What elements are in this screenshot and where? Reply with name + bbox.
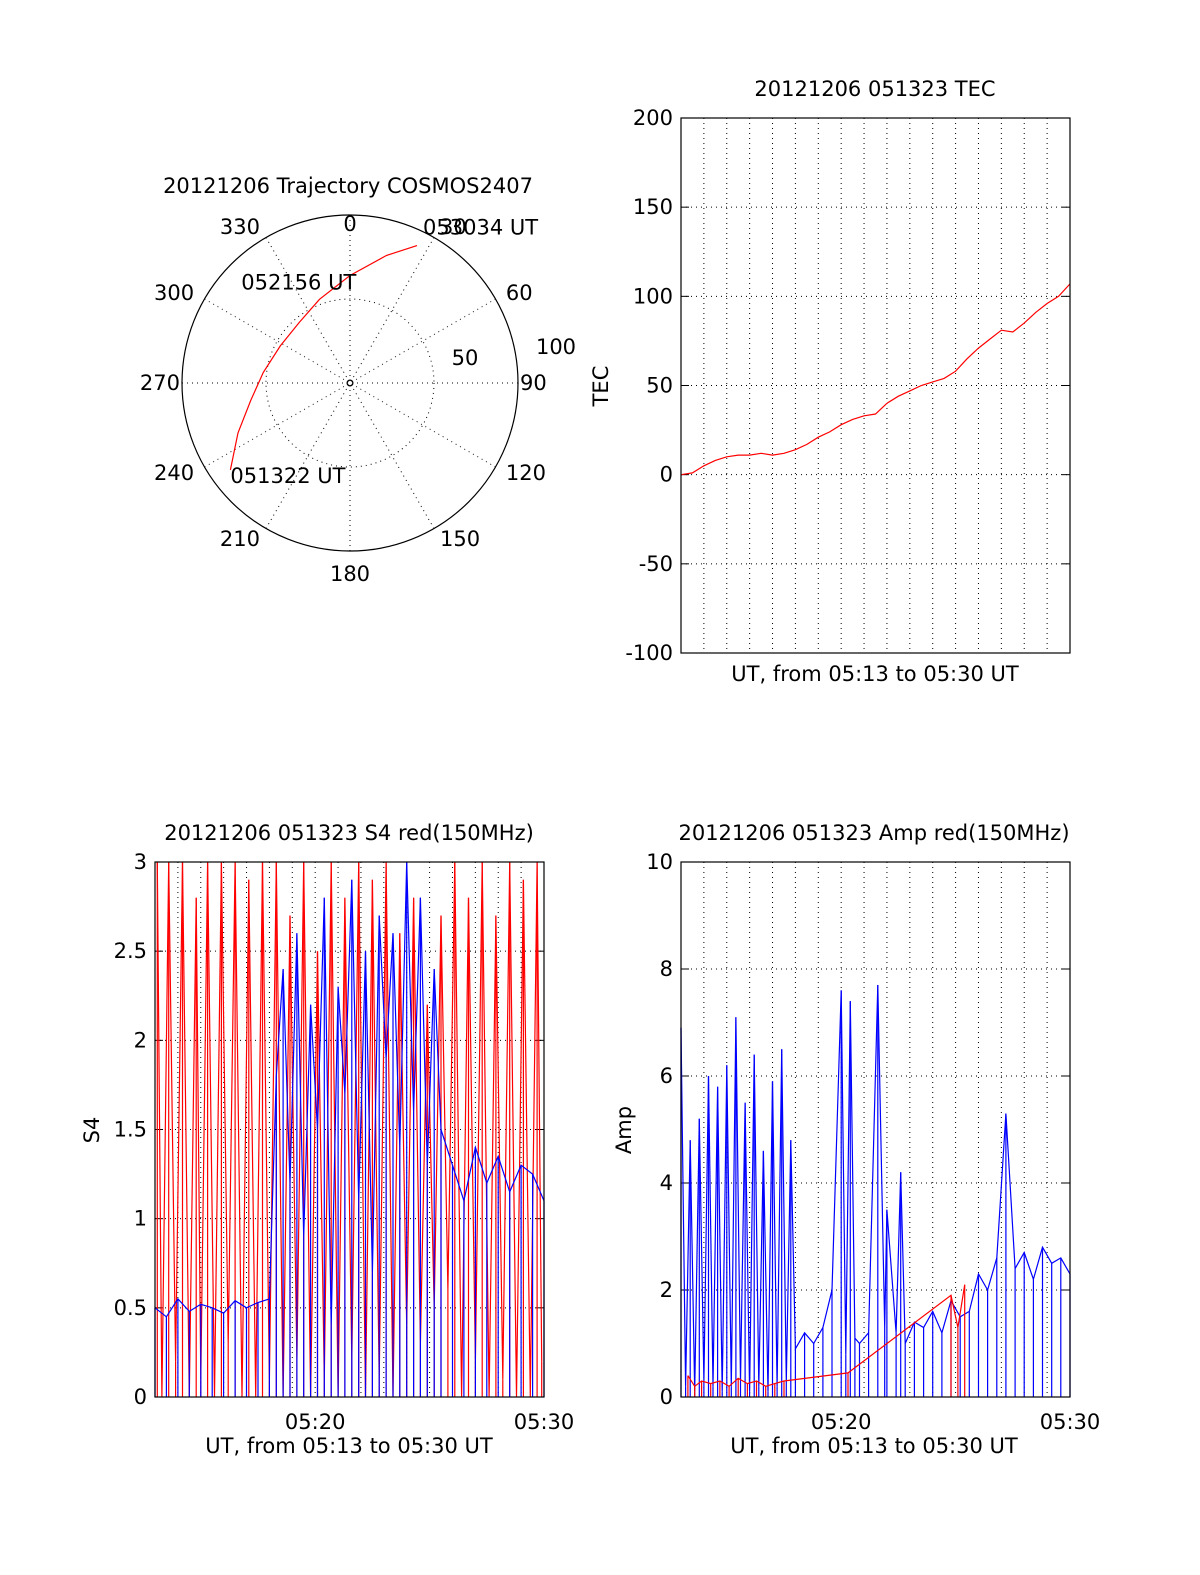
polar-angle-label-150: 150	[440, 527, 480, 551]
s4-plot-area: 0 0.5 1 1.5 2 2.5 3 05:20 05:30	[114, 850, 575, 1434]
s4-chart-title: 20121206 051323 S4 red(150MHz)	[164, 821, 534, 845]
polar-angle-label-180: 180	[330, 562, 370, 586]
y-tick-label: 0	[134, 1385, 147, 1409]
y-tick-label: 4	[660, 1171, 673, 1195]
y-tick-label: 100	[633, 284, 673, 308]
y-tick-label: 1	[134, 1207, 147, 1231]
y-tick-label: 2	[134, 1028, 147, 1052]
plot-frame	[680, 861, 1071, 1398]
radial-label-50: 50	[452, 346, 479, 370]
y-tick-label: 10	[646, 850, 673, 874]
polar-spoke-120	[204, 298, 496, 468]
polar-chart-title: 20121206 Trajectory COSMOS2407	[163, 174, 533, 198]
polar-angle-label-210: 210	[220, 527, 260, 551]
polar-center	[346, 379, 354, 387]
polar-angle-labels: 0 30 60 90 120 150 180 210 240 270 300 330	[140, 212, 547, 586]
x-tick-label: 05:20	[811, 1410, 872, 1434]
polar-angle-label-90: 90	[520, 371, 547, 395]
y-tick-label: 150	[633, 195, 673, 219]
y-tick-label: 2	[660, 1278, 673, 1302]
y-tick-label: -100	[625, 641, 673, 665]
amp-x-axis-label: UT, from 05:13 to 05:30 UT	[730, 1434, 1018, 1458]
plot-frame	[680, 117, 1071, 654]
polar-inner-circle	[265, 298, 435, 468]
series-spikes-1	[687, 1284, 966, 1397]
radial-label-100: 100	[536, 335, 576, 359]
amp-plot-area: 0 2 4 6 8 10 05:20 05:30	[646, 850, 1100, 1434]
tec-y-axis-label: TEC	[589, 366, 613, 408]
trajectory-annotations: 051322 UT 052156 UT 053034 UT	[230, 216, 538, 488]
tec-x-axis-label: UT, from 05:13 to 05:30 UT	[731, 662, 1019, 686]
polar-angle-label-120: 120	[506, 461, 546, 485]
polar-angle-label-60: 60	[506, 281, 533, 305]
amp-y-axis-label: Amp	[612, 1106, 636, 1154]
tec-chart-title: 20121206 051323 TEC	[754, 77, 995, 101]
polar-angle-label-240: 240	[154, 461, 194, 485]
tec-plot-area: -100 -50 0 50 100 150 200	[625, 106, 1071, 665]
x-tick-label: 05:20	[285, 1410, 346, 1434]
polar-angle-label-270: 270	[140, 371, 180, 395]
y-tick-label: 50	[646, 374, 673, 398]
trajectory-line	[229, 245, 418, 471]
y-tick-label: 8	[660, 957, 673, 981]
polar-spoke-30	[265, 237, 435, 529]
trajectory-polar-chart: 20121206 Trajectory COSMOS2407 0 30 60 90 12…	[140, 174, 576, 586]
series-line-0	[680, 984, 1071, 1392]
amp-chart-title: 20121206 051323 Amp red(150MHz)	[678, 821, 1069, 845]
y-tick-label: 1.5	[114, 1118, 147, 1142]
series-line-1	[687, 1284, 966, 1388]
y-tick-label: 0.5	[114, 1296, 147, 1320]
y-tick-label: -50	[639, 552, 673, 576]
polar-angle-label-330: 330	[220, 215, 260, 239]
trajectory-annotation: 051322 UT	[230, 464, 345, 488]
polar-spoke-60	[204, 298, 496, 468]
y-tick-label: 200	[633, 106, 673, 130]
series-line-1	[154, 861, 545, 1326]
polar-spokes	[182, 215, 518, 551]
y-tick-label: 0	[660, 463, 673, 487]
y-tick-label: 6	[660, 1064, 673, 1088]
y-tick-label: 2.5	[114, 939, 147, 963]
s4-y-axis-label: S4	[80, 1117, 104, 1144]
trajectory-annotation: 052156 UT	[241, 271, 356, 295]
s4-chart: 20121206 051323 S4 red(150MHz) S4 UT, fr…	[80, 821, 574, 1458]
polar-angle-label-0: 0	[343, 212, 356, 236]
s4-x-axis-label: UT, from 05:13 to 05:30 UT	[205, 1434, 493, 1458]
series-line-0	[156, 861, 543, 1398]
polar-spoke-150	[265, 237, 435, 529]
polar-angle-label-300: 300	[154, 281, 194, 305]
series-line-0	[680, 283, 1071, 476]
amp-chart: 20121206 051323 Amp red(150MHz) Amp UT, …	[612, 821, 1100, 1458]
y-tick-label: 0	[660, 1385, 673, 1409]
y-tick-label: 3	[134, 850, 147, 874]
plot-frame	[154, 861, 545, 1398]
polar-angle-label-30: 30	[440, 215, 467, 239]
x-tick-label: 05:30	[514, 1410, 575, 1434]
tec-chart: 20121206 051323 TEC TEC UT, from 05:13 t…	[589, 77, 1071, 686]
trajectory-annotation: 053034 UT	[423, 216, 538, 240]
x-tick-label: 05:30	[1040, 1410, 1101, 1434]
